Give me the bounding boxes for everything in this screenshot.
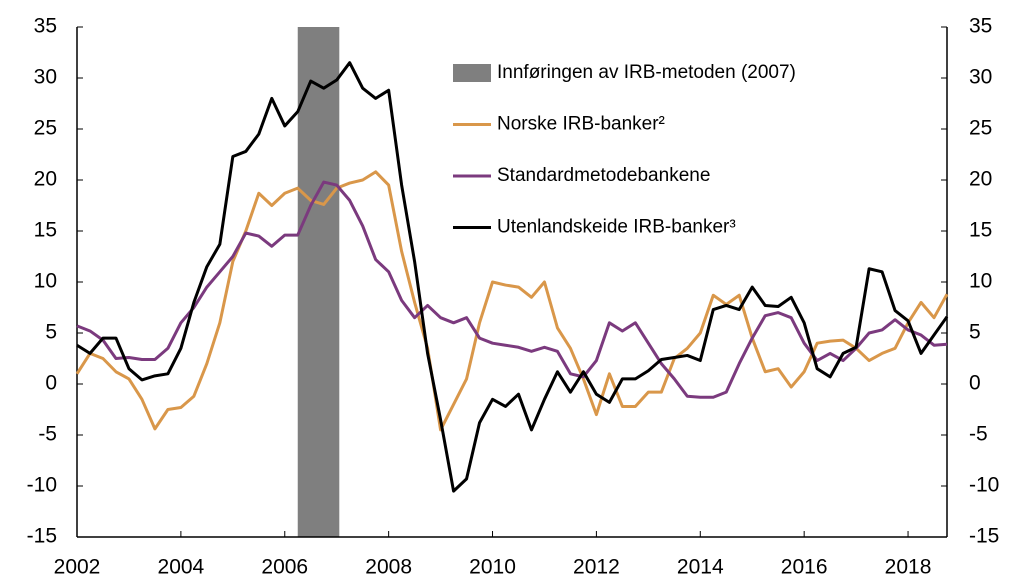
y2-tick-label: -5 <box>969 423 988 446</box>
y2-tick-label: 15 <box>969 219 992 242</box>
y-tick-label: 10 <box>34 270 57 293</box>
y2-tick-label: 10 <box>969 270 992 293</box>
y-tick-label: 5 <box>45 321 57 344</box>
series-line <box>76 180 948 399</box>
y2-tick-label: 20 <box>969 168 992 191</box>
y-tick-label: -10 <box>27 474 57 497</box>
series-line <box>76 61 949 493</box>
legend-label: Innføringen av IRB-metoden (2007) <box>497 62 796 83</box>
x-tick-label: 2018 <box>885 556 932 579</box>
x-tick-label: 2008 <box>365 556 412 579</box>
series-line <box>75 170 949 432</box>
y2-tick-label: -10 <box>969 474 999 497</box>
legend-label: Utenlandskeide IRB-banker³ <box>497 217 736 238</box>
legend-swatch <box>453 64 491 82</box>
y2-tick-label: 0 <box>969 372 981 395</box>
y-tick-label: 15 <box>34 219 57 242</box>
y-tick-label: 20 <box>34 168 57 191</box>
y2-tick-label: 5 <box>969 321 981 344</box>
y-tick-label: 0 <box>45 372 57 395</box>
legend-label: Norske IRB-banker² <box>497 114 665 135</box>
y2-tick-label: 30 <box>969 66 992 89</box>
x-tick-label: 2002 <box>54 556 101 579</box>
y-tick-label: 30 <box>34 66 57 89</box>
y2-tick-label: -15 <box>969 525 999 548</box>
y-tick-label: -5 <box>38 423 57 446</box>
shade-band <box>297 27 340 537</box>
y-tick-label: 25 <box>34 117 57 140</box>
x-tick-label: 2006 <box>261 556 308 579</box>
x-tick-label: 2012 <box>573 556 620 579</box>
y2-tick-label: 35 <box>969 15 992 38</box>
x-tick-label: 2004 <box>158 556 205 579</box>
x-tick-label: 2010 <box>469 556 516 579</box>
x-tick-label: 2016 <box>781 556 828 579</box>
y-tick-label: 35 <box>34 15 57 38</box>
y2-tick-label: 25 <box>969 117 992 140</box>
legend-label: Standardmetodebankene <box>497 165 710 186</box>
x-tick-label: 2014 <box>677 556 724 579</box>
y-tick-label: -15 <box>27 525 57 548</box>
